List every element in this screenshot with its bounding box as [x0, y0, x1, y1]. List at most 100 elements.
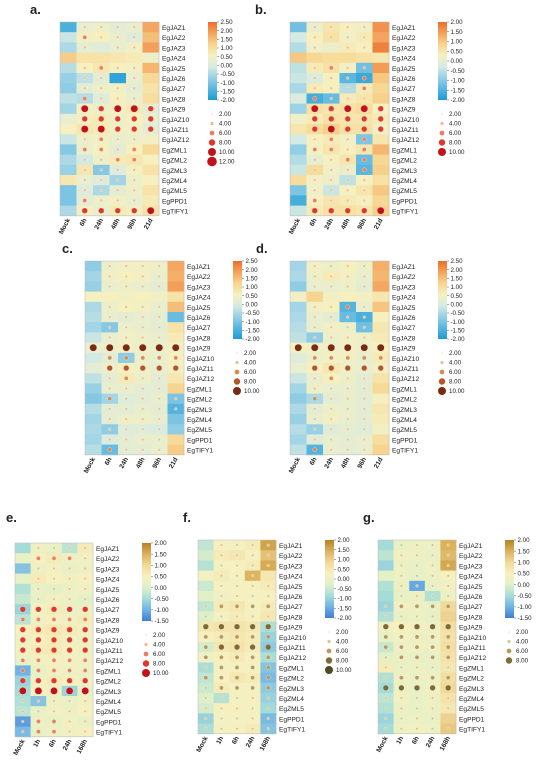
gene-label: EgJAZ5	[279, 584, 303, 591]
size-legend-label: 8.00	[153, 661, 166, 668]
heatmap-dot	[124, 386, 128, 391]
heatmap-dot	[114, 126, 121, 133]
size-legend-dot	[438, 148, 446, 156]
heatmap-dot	[329, 315, 333, 319]
heatmap-cell	[290, 93, 307, 104]
heatmap-dot	[52, 566, 56, 571]
heatmap-dot	[141, 284, 145, 289]
heatmap-dot	[157, 325, 161, 329]
heatmap-dot	[415, 553, 419, 557]
heatmap-dot	[83, 158, 87, 162]
heatmap-cell	[372, 414, 390, 425]
heatmap-dot	[116, 137, 120, 141]
heatmap-dot	[131, 207, 138, 214]
gene-label: EgTIFY1	[392, 448, 418, 455]
heatmap-dot	[431, 563, 435, 568]
heatmap-cell	[142, 32, 160, 43]
heatmap-dot	[83, 719, 87, 724]
heatmap-cell	[372, 393, 390, 405]
time-label: Mock	[288, 456, 302, 474]
heatmap-cell	[372, 154, 390, 166]
heatmap-dot	[82, 96, 88, 101]
size-legend-label: 2.00	[449, 111, 462, 118]
heatmap-cell	[118, 291, 135, 303]
heatmap-cell	[198, 560, 214, 571]
size-legend-label: 6.00	[516, 648, 529, 655]
gene-label: EgJAZ2	[392, 35, 416, 42]
heatmap-dot	[124, 274, 128, 278]
heatmap-cell	[198, 540, 214, 551]
time-label: 168h	[259, 735, 272, 752]
heatmap-dot	[52, 587, 56, 591]
heatmap-dot	[251, 574, 255, 578]
heatmap-panel-4: d. EgJAZ1 EgJAZ2 EgJAZ3 EgJAZ4 EgJAZ5 EgJAZ6 Eg…	[256, 241, 465, 475]
heatmap-dot	[327, 125, 336, 133]
time-label: 48h	[340, 217, 352, 230]
gene-label: EgJAZ4	[392, 295, 416, 302]
heatmap-dot	[83, 188, 87, 192]
heatmap-dot	[68, 699, 72, 703]
gene-label: EgZML4	[162, 178, 187, 185]
heatmap-dot	[399, 584, 403, 588]
heatmap-dot	[203, 675, 209, 681]
heatmap-dot	[82, 668, 88, 673]
heatmap-cell	[15, 594, 31, 605]
heatmap-dot	[219, 727, 223, 731]
heatmap-dot	[114, 115, 121, 123]
heatmap-dot	[445, 603, 451, 609]
heatmap-dot	[329, 448, 333, 452]
heatmap-cell	[372, 322, 390, 333]
heatmap-dot	[362, 427, 366, 431]
size-legend-dot	[236, 352, 238, 354]
heatmap-dot	[346, 448, 350, 452]
heatmap-dot	[399, 543, 403, 547]
gene-label: EgJAZ2	[279, 553, 303, 560]
size-legend-dot	[144, 642, 148, 647]
color-scale-label: 0.50	[155, 574, 168, 581]
heatmap-cell	[378, 591, 394, 602]
heatmap-dot	[116, 198, 120, 203]
heatmap-dot	[251, 594, 255, 598]
heatmap-cell	[85, 444, 102, 456]
time-label: Mock	[58, 217, 72, 235]
gene-label: EgJAZ8	[96, 617, 120, 624]
size-legend-dot	[440, 121, 444, 126]
heatmap-dot	[312, 447, 318, 453]
heatmap-dot	[157, 437, 161, 442]
heatmap-dot	[146, 206, 155, 215]
gene-label: EgZML2	[162, 158, 187, 165]
heatmap-dot	[82, 626, 89, 633]
heatmap-dot	[414, 644, 420, 650]
heatmap-cell	[60, 185, 77, 196]
heatmap-dot	[329, 397, 333, 401]
heatmap-dot	[82, 34, 88, 40]
size-legend-dot	[326, 648, 332, 654]
heatmap-dot	[266, 706, 270, 710]
heatmap-dot	[108, 264, 112, 268]
heatmap-dot	[446, 614, 450, 619]
heatmap-panel-3: c. EgJAZ1 EgJAZ2 EgJAZ3 EgJAZ4 EgJAZ5 EgJAZ6 Eg…	[62, 241, 260, 475]
heatmap-dot	[362, 96, 366, 101]
heatmap-cell	[356, 52, 373, 64]
heatmap-cell	[142, 52, 160, 64]
heatmap-dot	[384, 676, 388, 680]
heatmap-cell	[85, 271, 102, 282]
time-label: 24h	[425, 735, 437, 748]
heatmap-cell	[60, 22, 77, 33]
heatmap-cell	[60, 93, 77, 104]
heatmap-dot	[123, 365, 130, 372]
size-legend-label: 6.00	[244, 369, 257, 376]
heatmap-dot	[329, 25, 333, 29]
time-label: 6h	[411, 735, 421, 745]
heatmap-cell	[60, 154, 77, 166]
heatmap-cell	[85, 383, 102, 394]
heatmap-frame	[84, 260, 185, 456]
heatmap-dot	[446, 706, 450, 710]
size-legend-dot	[208, 139, 216, 146]
heatmap-cell	[378, 580, 394, 592]
time-label: 96h	[126, 217, 138, 230]
heatmap-dot	[83, 25, 87, 29]
heatmap-dot	[124, 437, 128, 442]
heatmap-cell	[290, 83, 307, 94]
gene-label: EgJAZ5	[96, 587, 120, 594]
